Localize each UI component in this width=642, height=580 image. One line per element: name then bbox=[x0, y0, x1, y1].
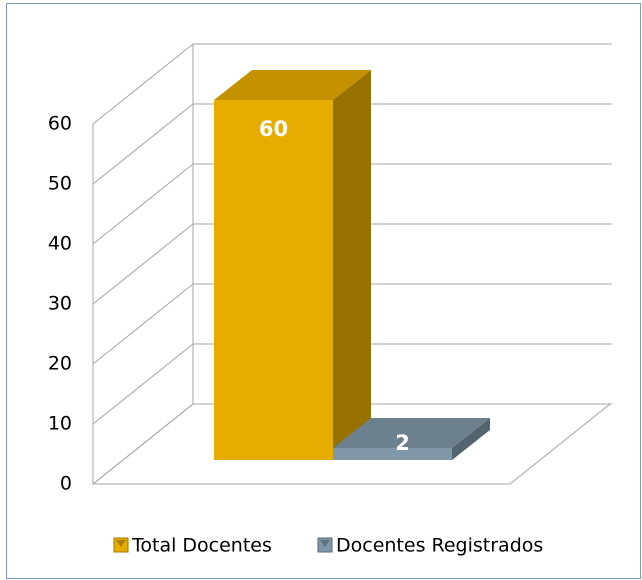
y-tick-label: 30 bbox=[48, 293, 72, 315]
legend-label: Docentes Registrados bbox=[336, 535, 543, 557]
y-tick-label: 40 bbox=[48, 233, 72, 255]
value-label: 60 bbox=[259, 117, 288, 141]
legend-swatch-shade bbox=[320, 540, 330, 547]
grid-line-side bbox=[92, 223, 194, 305]
grid-line bbox=[92, 43, 612, 125]
y-tick-label: 20 bbox=[48, 353, 72, 375]
bar-side bbox=[333, 70, 371, 460]
grid-line-side bbox=[92, 43, 194, 125]
grid-line-side bbox=[92, 103, 194, 185]
bar bbox=[333, 418, 490, 460]
grid-line-side bbox=[92, 283, 194, 365]
bar-side bbox=[452, 418, 490, 460]
legend-label: Total Docentes bbox=[131, 535, 272, 557]
y-tick-label: 50 bbox=[48, 173, 72, 195]
y-tick-label: 10 bbox=[48, 413, 72, 435]
grid-line-side bbox=[92, 163, 194, 245]
bar bbox=[214, 70, 371, 460]
grid-line-side bbox=[92, 343, 194, 425]
bar-top bbox=[214, 70, 371, 100]
y-tick-label: 60 bbox=[48, 113, 72, 135]
bar-top bbox=[333, 418, 490, 448]
bar-front bbox=[214, 100, 333, 460]
grid-line-side bbox=[92, 403, 194, 485]
legend-item: Docentes Registrados bbox=[317, 535, 543, 557]
bar-front bbox=[333, 448, 452, 460]
y-tick-label: 0 bbox=[60, 473, 72, 495]
value-label: 2 bbox=[395, 431, 410, 455]
legend-item: Total Docentes bbox=[113, 535, 272, 557]
legend-swatch-shade bbox=[116, 540, 126, 547]
